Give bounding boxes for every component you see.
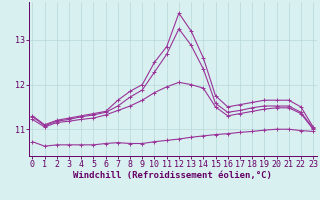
X-axis label: Windchill (Refroidissement éolien,°C): Windchill (Refroidissement éolien,°C) (73, 171, 272, 180)
